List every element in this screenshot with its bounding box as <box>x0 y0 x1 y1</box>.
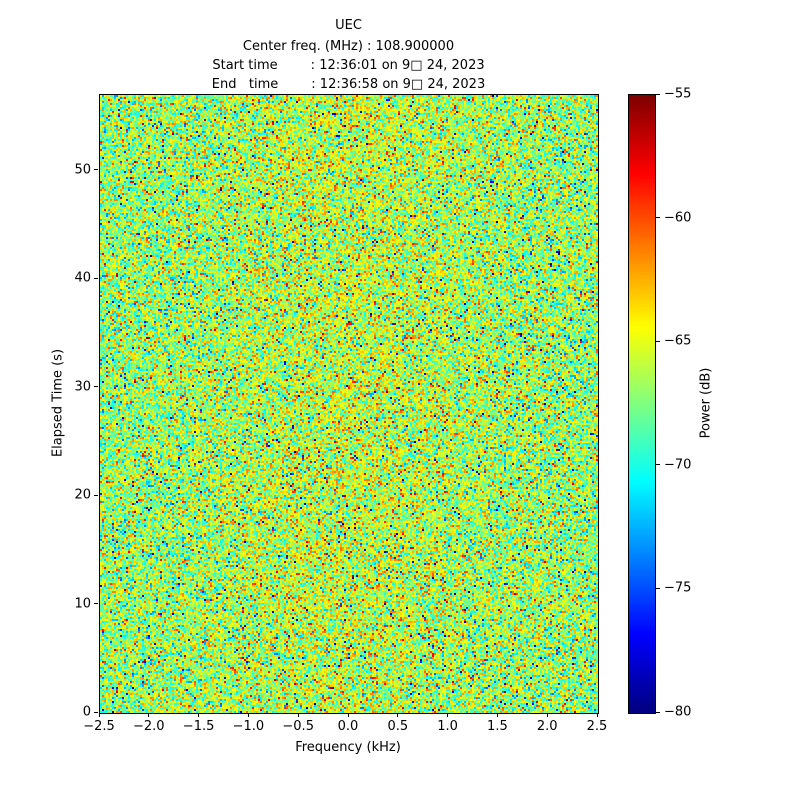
x-tick-label: −2.0 <box>133 719 165 734</box>
y-tick-mark <box>94 711 98 713</box>
end-time-line: End time : 12:36:58 on 9□ 24, 2023 <box>211 77 486 92</box>
y-tick-mark <box>94 603 98 605</box>
x-tick-mark <box>496 713 498 717</box>
y-tick-label: 10 <box>74 596 91 612</box>
colorbar-tick-label: −65 <box>664 333 692 349</box>
spectrogram-heatmap <box>100 95 598 713</box>
x-tick-label: 1.5 <box>487 719 508 734</box>
x-tick-label: 2.5 <box>586 719 608 734</box>
colorbar-tick-label: −80 <box>664 704 692 720</box>
x-axis-label: Frequency (kHz) <box>295 740 401 755</box>
x-tick-mark <box>148 713 150 717</box>
x-tick-mark <box>596 713 598 717</box>
colorbar-tick-mark <box>656 93 660 95</box>
y-tick-label: 20 <box>74 487 91 503</box>
x-tick-mark <box>397 713 399 717</box>
y-tick-mark <box>94 494 98 496</box>
x-tick-mark <box>198 713 200 717</box>
y-tick-mark <box>94 169 98 171</box>
colorbar-tick-mark <box>656 340 660 342</box>
y-tick-label: 40 <box>74 270 91 286</box>
y-tick-label: 30 <box>74 379 91 395</box>
colorbar-gradient <box>629 95 655 713</box>
center-frequency-line: Center freq. (MHz) : 108.900000 <box>242 39 455 54</box>
chart-title: UEC <box>335 18 362 33</box>
x-tick-label: −0.5 <box>282 719 314 734</box>
x-tick-mark <box>546 713 548 717</box>
colorbar <box>628 94 656 714</box>
x-tick-label: 0.0 <box>337 719 359 734</box>
y-tick-label: 0 <box>82 704 91 720</box>
colorbar-tick-mark <box>656 587 660 589</box>
y-tick-mark <box>94 277 98 279</box>
x-tick-label: −2.5 <box>83 719 115 734</box>
colorbar-tick-label: −75 <box>664 580 692 596</box>
colorbar-tick-mark <box>656 217 660 219</box>
x-tick-mark <box>297 713 299 717</box>
colorbar-tick-label: −70 <box>664 457 692 473</box>
x-tick-mark <box>98 713 100 717</box>
x-tick-label: −1.5 <box>182 719 215 734</box>
y-tick-mark <box>94 386 98 388</box>
y-axis-label: Elapsed Time (s) <box>50 348 66 458</box>
colorbar-tick-mark <box>656 464 660 466</box>
colorbar-tick-mark <box>656 711 660 713</box>
start-time-line: Start time : 12:36:01 on 9□ 24, 2023 <box>212 58 485 73</box>
x-tick-mark <box>347 713 349 717</box>
x-tick-label: 0.5 <box>387 719 409 734</box>
colorbar-tick-label: −60 <box>664 210 692 226</box>
x-tick-mark <box>247 713 249 717</box>
colorbar-tick-label: −55 <box>664 86 692 102</box>
x-tick-label: 2.0 <box>536 719 558 734</box>
y-tick-label: 50 <box>74 162 91 178</box>
colorbar-label: Power (dB) <box>698 367 714 439</box>
x-tick-mark <box>447 713 449 717</box>
x-tick-label: 1.0 <box>437 719 458 734</box>
plot-area <box>99 94 599 714</box>
x-tick-label: −1.0 <box>232 719 265 734</box>
